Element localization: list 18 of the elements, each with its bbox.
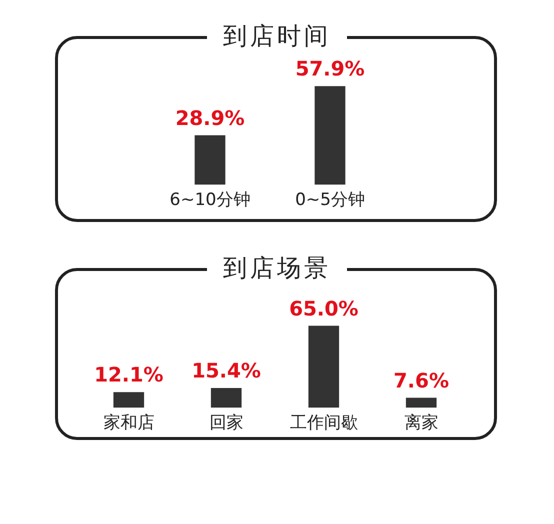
- x-tick-label: 6~10分钟: [170, 190, 250, 210]
- data-label: 15.4%: [192, 358, 261, 382]
- bar: [210, 388, 242, 408]
- data-label: 12.1%: [94, 362, 164, 387]
- chart-title: 到店场景: [207, 254, 347, 282]
- data-label: 57.9%: [295, 56, 365, 81]
- x-tick-label: 家和店: [103, 413, 154, 434]
- bar: [308, 326, 340, 408]
- data-label: 65.0%: [289, 296, 358, 320]
- data-label: 28.9%: [175, 106, 245, 130]
- x-tick-label: 0~5分钟: [295, 190, 365, 210]
- x-tick-label: 工作间歇: [290, 413, 358, 434]
- x-tick-label: 回家: [209, 413, 244, 434]
- chart-title: 到店时间: [207, 22, 347, 50]
- data-label: 7.6%: [394, 368, 449, 392]
- x-tick-label: 离家: [404, 413, 438, 434]
- bar: [406, 398, 437, 408]
- bar: [113, 392, 144, 408]
